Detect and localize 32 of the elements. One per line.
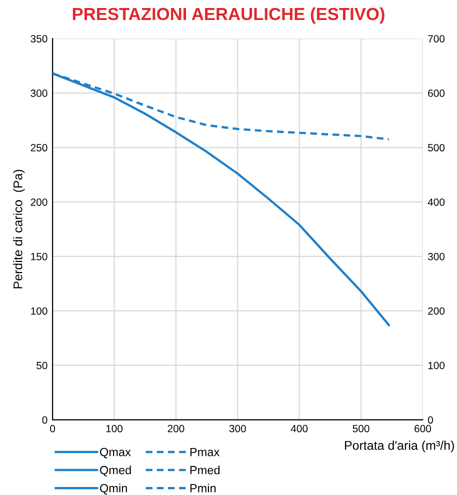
y2-tick-label: 500 (428, 144, 445, 152)
y2-tick-label: 300 (428, 252, 445, 260)
legend-label: Pmin (190, 484, 216, 492)
y-tick-label: 200 (30, 198, 48, 206)
y-tick-label: 250 (30, 144, 48, 152)
y2-tick-label: 0 (428, 416, 433, 424)
y-tick-label: 150 (31, 252, 48, 260)
y-tick-label: 0 (42, 416, 48, 424)
x-tick-label: 200 (168, 424, 184, 432)
y2-tick-label: 200 (428, 307, 445, 315)
x-tick-label: 300 (229, 424, 246, 432)
legend-label: Qmin (100, 484, 127, 494)
legend-label: Pmax (190, 448, 220, 456)
y2-tick-label: 100 (428, 362, 445, 370)
y-tick-label: 100 (31, 307, 48, 315)
y-tick-label: 300 (30, 90, 48, 97)
y-tick-label: 350 (30, 35, 48, 42)
x-axis-title: Portata d'aria (m³/h) (344, 440, 454, 452)
y2-tick-label: 400 (428, 198, 445, 206)
x-tick-label: 0 (50, 424, 56, 432)
x-tick-label: 400 (290, 424, 308, 432)
y2-tick-label: 600 (428, 90, 445, 97)
legend-label: Qmed (100, 466, 131, 476)
y-axis-title: Perdite di carico (Pa) (13, 170, 25, 288)
legend-label: Pmed (190, 466, 220, 474)
x-tick-label: 600 (414, 424, 432, 432)
x-tick-label: 100 (106, 424, 123, 432)
y2-tick-label: 700 (428, 35, 445, 42)
x-tick-label: 500 (352, 424, 370, 432)
legend-label: Qmax (100, 448, 131, 458)
chart-title: PRESTAZIONI AERAULICHE (ESTIVO) (72, 7, 384, 24)
y-tick-label: 50 (36, 362, 48, 370)
